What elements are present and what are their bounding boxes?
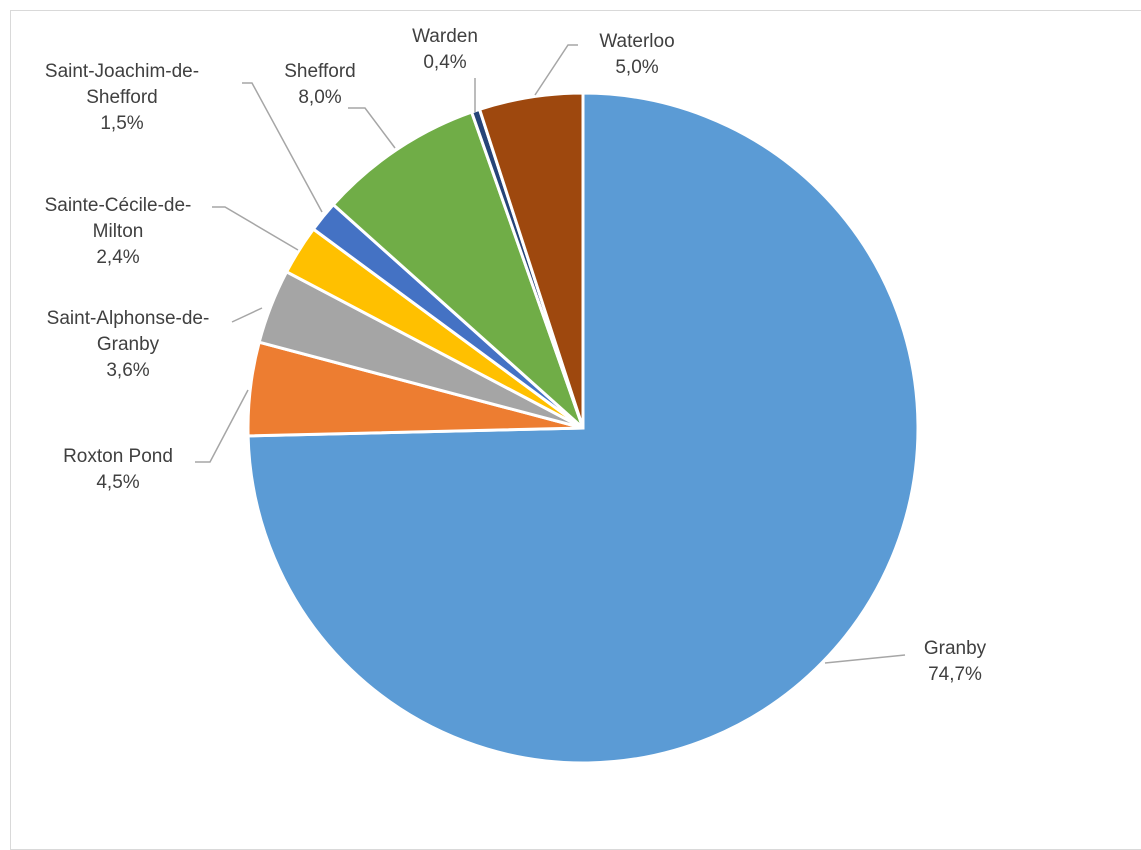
value-label: 3,6% [106,360,150,381]
category-label: Waterloo [599,31,675,52]
value-label: 4,5% [96,472,140,493]
category-label: Warden [412,26,478,47]
leader-line [824,654,906,664]
data-label: Sainte-Cécile-de-Milton 2,4% [20,193,216,271]
category-label: Roxton Pond [63,446,173,467]
category-label: Saint-Joachim-de-Shefford [44,61,200,108]
data-label: Roxton Pond 4,5% [20,444,216,496]
data-label: Warden 0,4% [347,24,543,76]
value-label: 8,0% [298,87,342,108]
leader-line [231,307,263,323]
leader-line [348,107,396,149]
leader-line [242,82,323,213]
leader-line [195,389,249,463]
category-label: Granby [923,638,987,659]
leader-line [534,44,578,96]
data-label: Granby 74,7% [857,636,1053,688]
pie-slice [331,110,585,430]
value-label: 2,4% [96,247,140,268]
category-label: Shefford [284,61,356,82]
value-label: 1,5% [100,113,144,134]
data-label: Saint-Alphonse-de-Granby 3,6% [30,306,226,384]
data-label: Waterloo 5,0% [539,29,735,81]
data-label: Saint-Joachim-de-Shefford 1,5% [24,59,220,137]
data-label: Shefford 8,0% [222,59,418,111]
value-label: 74,7% [928,664,982,685]
category-label: Saint-Alphonse-de-Granby [46,308,210,355]
value-label: 5,0% [615,57,659,78]
pie-slice [477,91,585,429]
category-label: Sainte-Cécile-de-Milton [44,195,192,242]
leader-line [212,206,299,251]
value-label: 0,4% [423,52,467,73]
